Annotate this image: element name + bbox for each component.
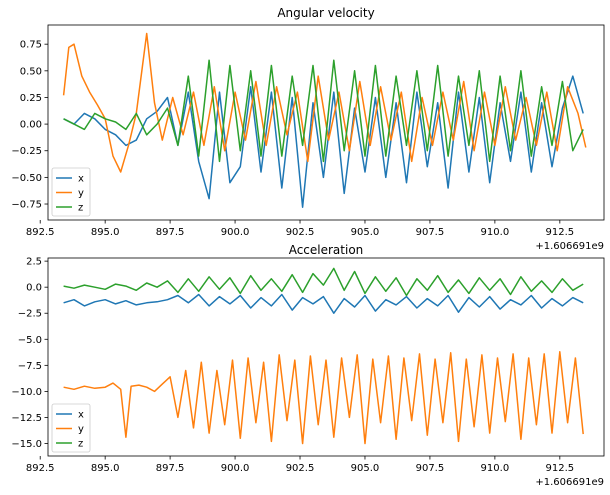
x-axis: 892.5 895.0 897.5 900.0 902.5 905.0 907.5 910.0… xyxy=(26,456,574,474)
legend-label-x: x xyxy=(78,174,84,185)
x-tick-label: 910.0 xyxy=(481,227,510,238)
y-tick-label: 0.50 xyxy=(20,66,42,77)
legend-label-z: z xyxy=(78,439,83,450)
x-tick-label: 902.5 xyxy=(286,227,315,238)
y-tick-label: 0.75 xyxy=(20,40,42,51)
x-offset-label: +1.606691e9 xyxy=(535,477,604,488)
acceleration-chart: Acceleration 892.5 895.0 897.5 900.0 902.5 90… xyxy=(11,243,605,488)
x-tick-label: 895.0 xyxy=(91,463,120,474)
series-line-x xyxy=(63,75,584,208)
series-line-y xyxy=(63,351,584,445)
y-tick-label: −12.5 xyxy=(11,413,42,424)
chart-title: Acceleration xyxy=(289,243,364,257)
chart-title: Angular velocity xyxy=(277,6,374,20)
legend-label-y: y xyxy=(78,424,84,435)
y-axis: −0.75 −0.50 −0.25 0.00 0.25 0.50 0.75 xyxy=(11,40,48,211)
legend-label-z: z xyxy=(78,203,83,214)
x-tick-label: 900.0 xyxy=(221,463,250,474)
x-tick-label: 892.5 xyxy=(26,227,55,238)
plot-frame xyxy=(47,257,605,457)
y-tick-label: 0.00 xyxy=(20,120,42,131)
x-tick-label: 892.5 xyxy=(26,463,55,474)
y-tick-label: −0.25 xyxy=(11,146,42,157)
x-tick-label: 912.5 xyxy=(546,463,575,474)
x-tick-label: 905.0 xyxy=(351,227,380,238)
x-tick-label: 912.5 xyxy=(546,227,575,238)
x-tick-label: 897.5 xyxy=(156,227,185,238)
x-axis: 892.5 895.0 897.5 900.0 902.5 905.0 907.5 910.0… xyxy=(26,220,574,238)
x-tick-label: 902.5 xyxy=(286,463,315,474)
legend-label-x: x xyxy=(78,410,84,421)
x-tick-label: 900.0 xyxy=(221,227,250,238)
series-layer xyxy=(63,267,584,445)
y-tick-label: −2.5 xyxy=(18,309,42,320)
series-line-z xyxy=(63,59,584,163)
legend: xyz xyxy=(51,167,91,217)
y-axis: −15.0 −12.5 −10.0 −7.5 −5.0 −2.5 0.0 2.5 xyxy=(11,257,48,450)
angular-velocity-chart: Angular velocity 892.5 895.0 897.5 900.0 902… xyxy=(11,6,605,252)
y-tick-label: 2.5 xyxy=(26,257,42,268)
x-tick-label: 897.5 xyxy=(156,463,185,474)
y-tick-label: 0.25 xyxy=(20,93,42,104)
y-tick-label: −10.0 xyxy=(11,387,42,398)
x-tick-label: 895.0 xyxy=(91,227,120,238)
plot-frame xyxy=(47,24,605,221)
y-tick-label: −0.50 xyxy=(11,173,42,184)
legend: xyz xyxy=(51,403,91,453)
series-line-y xyxy=(62,32,587,173)
y-tick-label: −5.0 xyxy=(18,335,42,346)
y-tick-label: 0.0 xyxy=(26,283,42,294)
legend-label-y: y xyxy=(78,188,84,199)
series-line-z xyxy=(63,267,584,297)
y-tick-label: −7.5 xyxy=(18,361,42,372)
x-tick-label: 907.5 xyxy=(416,463,445,474)
x-tick-label: 910.0 xyxy=(481,463,510,474)
x-offset-label: +1.606691e9 xyxy=(535,241,604,252)
x-tick-label: 905.0 xyxy=(351,463,380,474)
y-tick-label: −15.0 xyxy=(11,439,42,450)
y-tick-label: −0.75 xyxy=(11,200,42,211)
x-tick-label: 907.5 xyxy=(416,227,445,238)
series-line-x xyxy=(63,293,584,314)
series-layer xyxy=(62,32,587,208)
